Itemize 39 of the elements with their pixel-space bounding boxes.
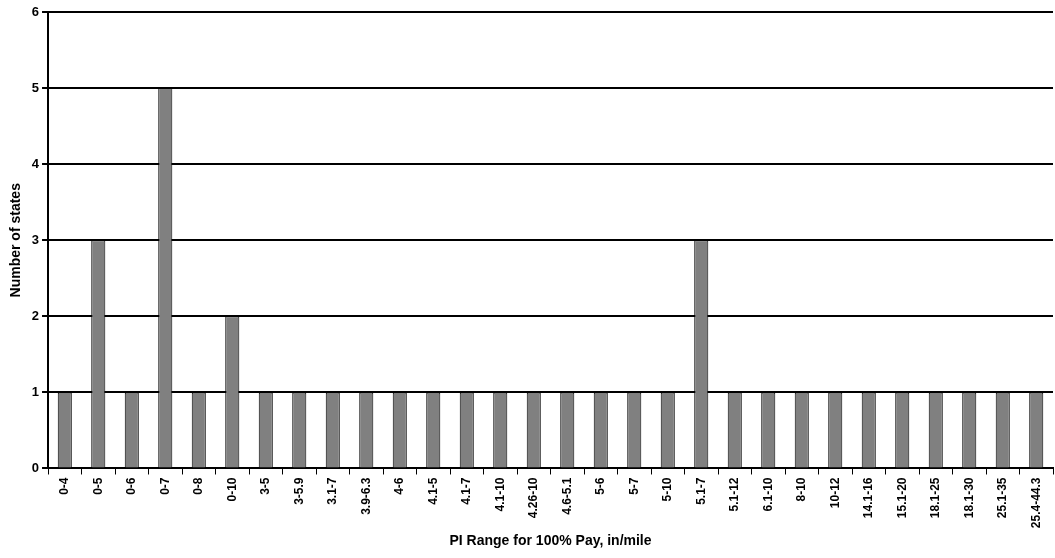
- x-tick-label: 5-7: [626, 477, 641, 495]
- y-axis-title: Number of states: [7, 182, 24, 298]
- x-tick-label: 4.1-10: [492, 477, 507, 512]
- y-tick-label: 3: [31, 231, 40, 247]
- x-tick-label: 4.1-7: [459, 477, 474, 505]
- x-tick-label: 0-10: [224, 477, 239, 502]
- x-tick-label: 0-8: [191, 477, 206, 495]
- y-tick-label: 4: [31, 155, 40, 171]
- x-tick-label: 4.1-5: [425, 477, 440, 505]
- y-tick-label: 2: [31, 307, 40, 323]
- x-axis-title: PI Range for 100% Pay, in/mile: [449, 532, 652, 549]
- x-tick-label: 10-12: [827, 477, 842, 509]
- x-tick-label: 14.1-16: [861, 477, 876, 519]
- x-tick-label: 15.1-20: [894, 477, 909, 519]
- x-tick-label: 3-5: [258, 477, 273, 495]
- x-tick-label: 4.26-10: [526, 477, 541, 519]
- x-tick-label: 0-5: [90, 477, 105, 495]
- x-tick-label: 18.1-25: [928, 477, 943, 519]
- x-tick-label: 3.9-6.3: [358, 477, 373, 515]
- x-tick-label: 0-6: [124, 477, 139, 495]
- x-tick-label: 0-4: [57, 477, 72, 495]
- y-tick-label: 5: [31, 79, 40, 95]
- x-tick-label: 4.6-5.1: [559, 477, 574, 515]
- x-tick-label: 5.1-12: [727, 477, 742, 512]
- y-tick-label: 6: [31, 3, 40, 19]
- x-tick-label: 3-5.9: [291, 477, 306, 505]
- x-tick-label: 18.1-30: [961, 477, 976, 519]
- x-tick-label: 8-10: [794, 477, 809, 502]
- y-tick-label: 1: [31, 383, 40, 399]
- x-tick-label: 0-7: [157, 477, 172, 495]
- x-tick-label: 5-10: [660, 477, 675, 502]
- x-tick-label: 5.1-7: [693, 477, 708, 505]
- x-tick-label: 25.1-35: [995, 477, 1010, 519]
- x-tick-label: 4-6: [392, 477, 407, 495]
- x-tick-label: 5-6: [593, 477, 608, 495]
- x-tick-label: 6.1-10: [760, 477, 775, 512]
- y-tick-label: 0: [31, 460, 40, 476]
- x-tick-label: 25.4-44.3: [1028, 477, 1043, 529]
- x-tick-label: 3.1-7: [325, 477, 340, 505]
